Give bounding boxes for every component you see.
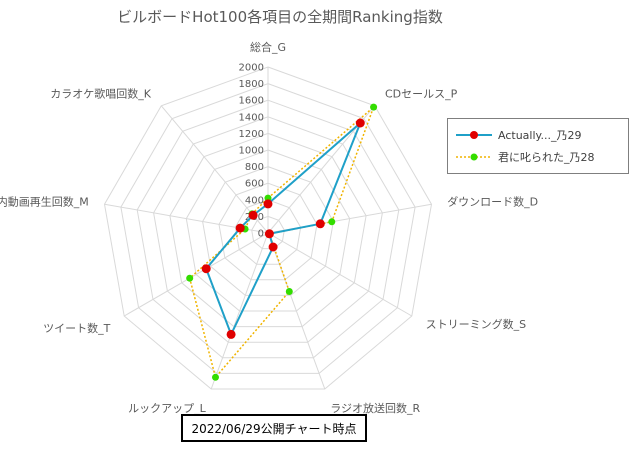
data-point <box>268 242 278 252</box>
axis-label: 国内動画再生回数_M <box>0 194 89 208</box>
tick-label: 1200 <box>239 129 264 140</box>
chart-title: ビルボードHot100各項目の全期間Ranking指数 <box>117 8 443 26</box>
data-point <box>328 218 336 226</box>
tick-label: 1000 <box>239 146 264 157</box>
axis-label: ツイート数_T <box>43 322 110 335</box>
radar-grid <box>103 66 433 390</box>
axis-label: ルックアップ_L <box>128 402 206 415</box>
grid-ring <box>218 182 318 281</box>
axis-label: CDセールス_P <box>385 88 458 101</box>
data-point <box>355 118 365 128</box>
grid-ring <box>120 83 416 374</box>
tick-label: 1400 <box>239 112 264 123</box>
grid-spoke <box>210 232 269 390</box>
data-point <box>315 219 325 229</box>
series-layer <box>186 103 378 381</box>
tick-label: 800 <box>245 162 264 173</box>
data-point <box>263 199 273 209</box>
grid-spoke <box>123 232 269 317</box>
axis-label: ダウンロード数_D <box>447 194 538 208</box>
grid-ring <box>153 116 383 343</box>
data-point <box>370 103 378 111</box>
grid-ring <box>136 99 400 359</box>
axis-label: ラジオ放送回数_R <box>330 401 420 415</box>
legend-swatch-series-2 <box>456 153 492 161</box>
data-point <box>248 210 258 220</box>
grid-ring <box>202 166 334 296</box>
grid-spoke <box>267 232 413 317</box>
tick-label: 1600 <box>239 96 264 107</box>
tick-label: 2000 <box>239 63 264 74</box>
data-point <box>186 274 194 282</box>
tick-label: 600 <box>245 179 264 190</box>
legend-label-series-1: Actually..._乃29 <box>498 129 582 142</box>
grid-spoke <box>267 232 326 390</box>
data-point <box>264 229 274 239</box>
data-point <box>212 373 219 381</box>
axis-label: 総合_G <box>250 40 286 54</box>
grid-ring <box>234 199 302 265</box>
axis-labels: 総合_G CDセールス_P ダウンロード数_D ストリーミング数_S ラジオ放送回数_R… <box>0 40 538 415</box>
grid-ring <box>251 215 285 250</box>
legend-item-series-1: Actually..._乃29 <box>454 126 581 144</box>
series-line <box>188 104 376 379</box>
data-point <box>285 288 293 295</box>
tick-label: 400 <box>245 195 264 206</box>
data-point <box>226 329 236 339</box>
tick-label: 0 <box>258 229 264 240</box>
data-point <box>235 223 245 233</box>
grid-ring <box>103 66 433 390</box>
legend-item-series-2: 君に叱られた_乃28 <box>454 148 595 166</box>
axis-label: カラオケ歌唱回数_K <box>50 87 151 101</box>
legend-label-series-2: 君に叱られた_乃28 <box>498 151 595 164</box>
grid-ring <box>185 149 351 312</box>
data-point <box>201 264 211 274</box>
radial-tick-labels: 0200400600800100012001400160018002000 <box>239 63 264 240</box>
legend-swatch-series-1 <box>456 131 492 139</box>
axis-label: ストリーミング数_S <box>426 317 526 331</box>
series-line <box>205 122 362 337</box>
legend: Actually..._乃29 君に叱られた_乃28 <box>447 118 629 174</box>
grid-ring <box>169 132 367 328</box>
tick-label: 1800 <box>239 79 264 90</box>
chart-date-note: 2022/06/29公開チャート時点 <box>181 414 367 442</box>
